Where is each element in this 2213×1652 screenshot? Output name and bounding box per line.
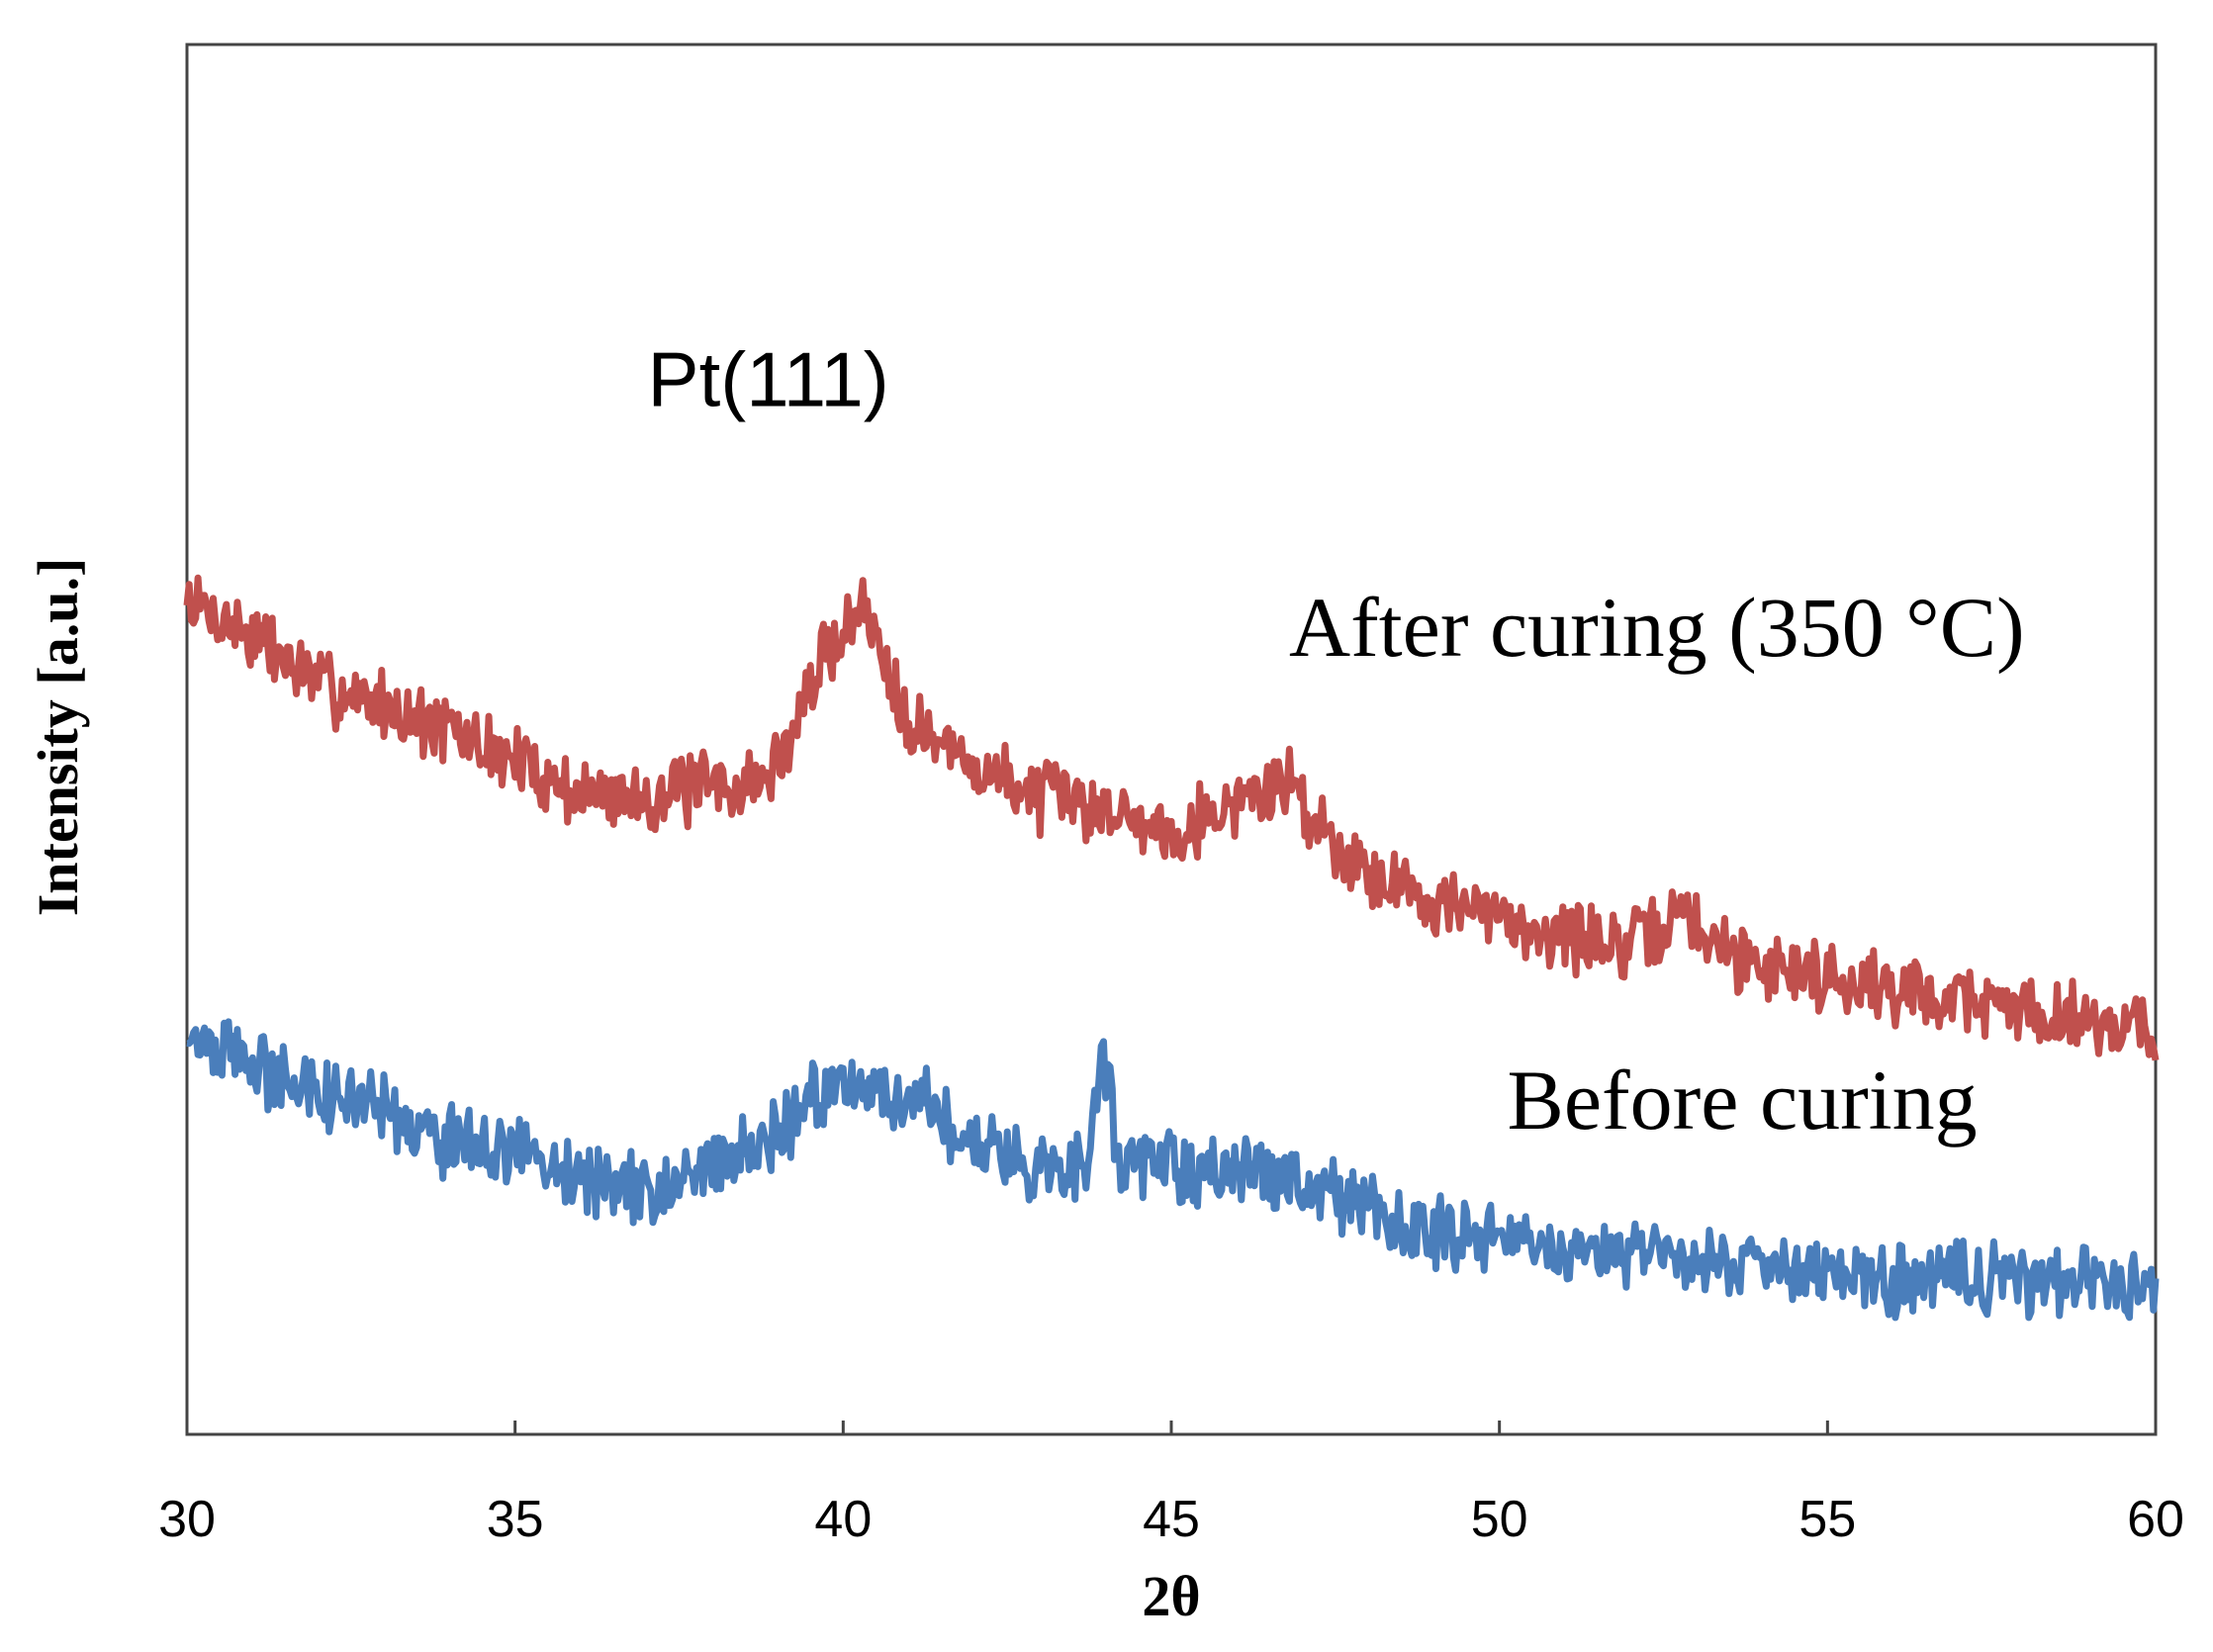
x-tick-label: 35 — [487, 1491, 544, 1548]
annotation-pt111: Pt(111) — [648, 335, 889, 422]
x-tick-label: 40 — [814, 1491, 872, 1548]
x-tick-label: 45 — [1143, 1491, 1200, 1548]
series-layer — [183, 574, 2160, 1322]
x-axis-ticks: 30 35 40 45 50 55 60 — [158, 1421, 2184, 1548]
annotation-before-curing: Before curing — [1508, 1053, 1978, 1147]
x-tick-label: 60 — [2127, 1491, 2184, 1548]
series-after-curing-line — [183, 574, 2160, 1061]
x-tick-label: 55 — [1798, 1491, 1856, 1548]
series-before-curing-line — [185, 1018, 2160, 1322]
y-axis-label: Intensity [a.u.] — [26, 558, 90, 917]
x-tick-label: 30 — [158, 1491, 216, 1548]
x-axis-label: 2θ — [1142, 1564, 1200, 1628]
x-tick-label: 50 — [1471, 1491, 1528, 1548]
annotations-layer: Pt(111) After curing (350 °C) Before curin… — [648, 335, 2025, 1147]
annotation-after-curing: After curing (350 °C) — [1289, 580, 2025, 675]
